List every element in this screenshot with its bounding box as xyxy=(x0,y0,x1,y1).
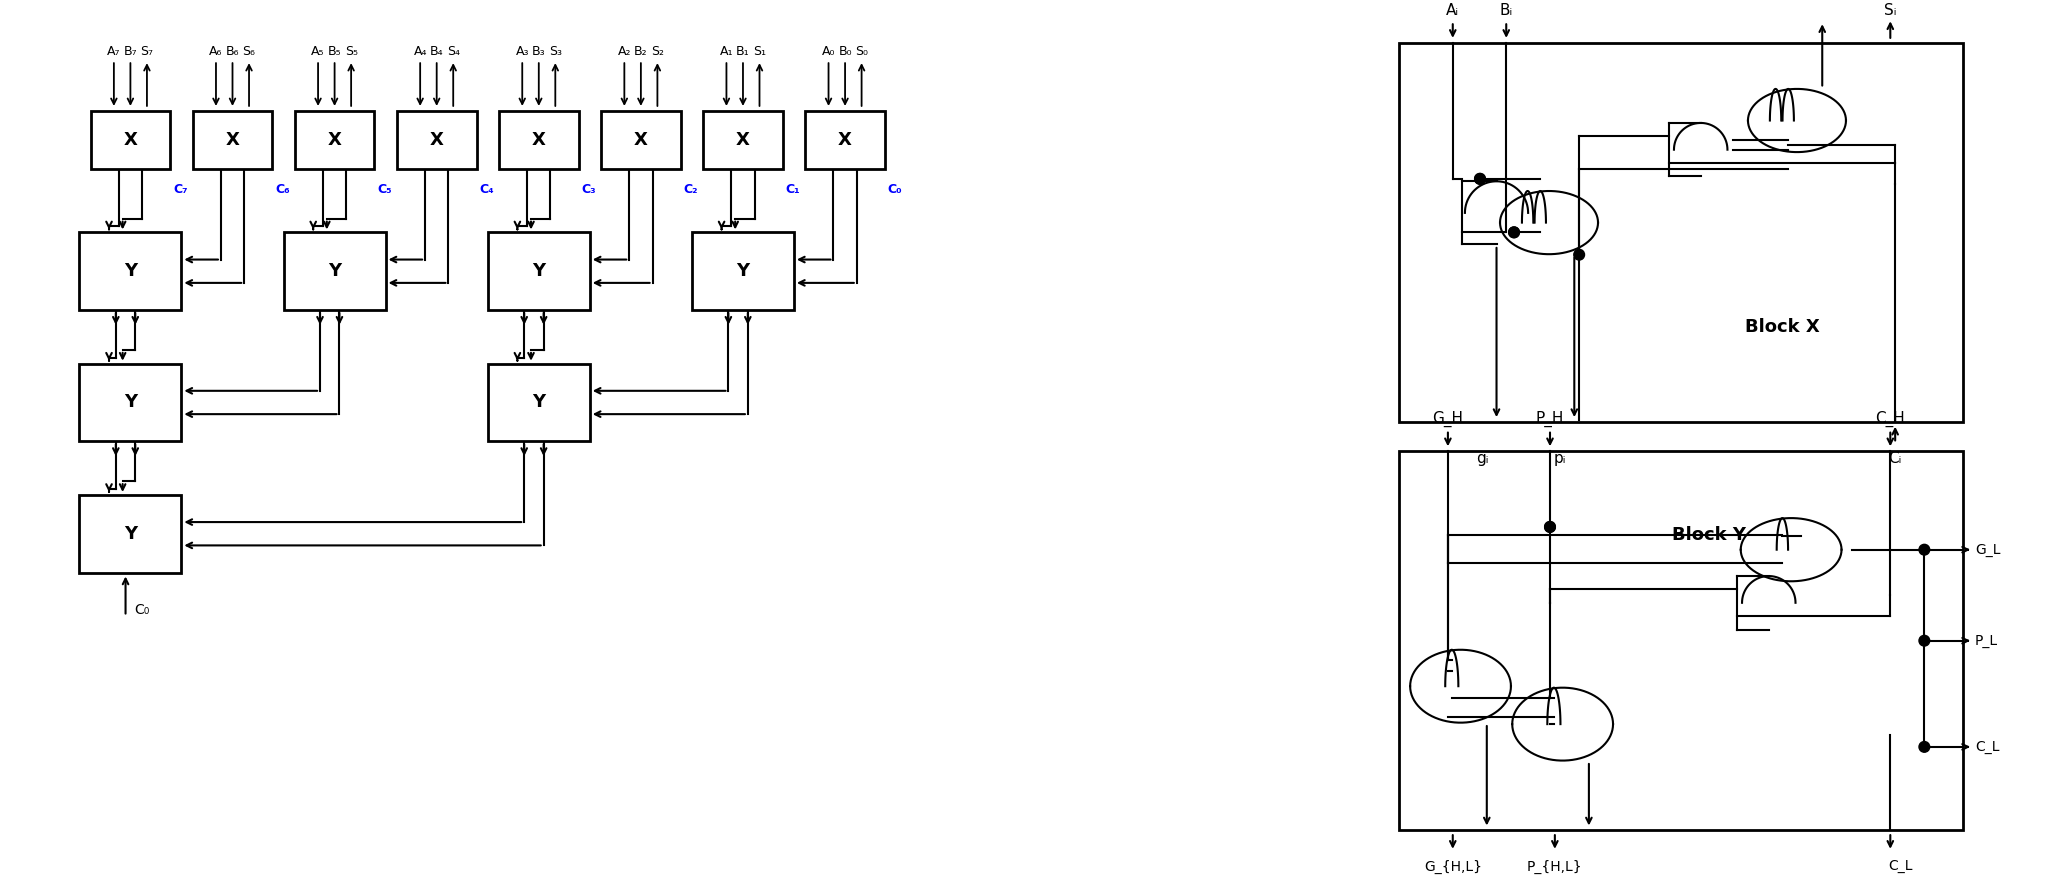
Text: Aᵢ: Aᵢ xyxy=(1447,4,1459,18)
Text: S₆: S₆ xyxy=(243,46,256,59)
Bar xyxy=(1399,43,1964,422)
Text: B₇: B₇ xyxy=(123,46,137,59)
Circle shape xyxy=(1573,249,1584,260)
Text: S₀: S₀ xyxy=(855,46,868,59)
Text: C₀: C₀ xyxy=(888,183,902,196)
Text: Y: Y xyxy=(125,262,137,280)
Text: S₇: S₇ xyxy=(141,46,153,59)
Bar xyxy=(499,111,579,169)
Text: C₇: C₇ xyxy=(174,183,188,196)
Text: A₃: A₃ xyxy=(516,46,530,59)
Text: G_L: G_L xyxy=(1974,542,2001,556)
Bar xyxy=(295,111,374,169)
Text: Cᵢ: Cᵢ xyxy=(1888,452,1903,466)
Text: G_H: G_H xyxy=(1432,410,1463,427)
Text: B₀: B₀ xyxy=(839,46,851,59)
Text: Block X: Block X xyxy=(1745,318,1821,336)
Circle shape xyxy=(1919,544,1929,555)
Circle shape xyxy=(1545,522,1555,532)
Text: S₂: S₂ xyxy=(651,46,663,59)
Bar xyxy=(90,111,170,169)
Circle shape xyxy=(1508,227,1520,238)
Text: Y: Y xyxy=(532,262,546,280)
Text: X: X xyxy=(737,131,751,149)
Text: B₆: B₆ xyxy=(225,46,239,59)
Text: B₃: B₃ xyxy=(532,46,546,59)
Bar xyxy=(397,111,477,169)
Text: Y: Y xyxy=(125,525,137,542)
Text: P_L: P_L xyxy=(1974,634,1999,648)
Bar xyxy=(80,233,182,310)
Text: B₄: B₄ xyxy=(430,46,444,59)
Text: X: X xyxy=(430,131,444,149)
Text: C₆: C₆ xyxy=(276,183,291,196)
Text: X: X xyxy=(327,131,342,149)
Text: A₄: A₄ xyxy=(413,46,428,59)
Text: S₃: S₃ xyxy=(548,46,563,59)
Text: pᵢ: pᵢ xyxy=(1553,452,1565,466)
Text: C₂: C₂ xyxy=(683,183,698,196)
Text: A₆: A₆ xyxy=(209,46,223,59)
Text: gᵢ: gᵢ xyxy=(1475,452,1487,466)
Text: A₇: A₇ xyxy=(106,46,121,59)
Text: S₁: S₁ xyxy=(753,46,765,59)
Bar xyxy=(602,111,681,169)
Text: A₂: A₂ xyxy=(618,46,630,59)
Bar xyxy=(487,233,589,310)
Text: A₁: A₁ xyxy=(720,46,732,59)
Text: C₃: C₃ xyxy=(581,183,595,196)
Text: C_H: C_H xyxy=(1876,410,1905,427)
Text: X: X xyxy=(532,131,546,149)
Bar xyxy=(806,111,886,169)
Bar xyxy=(487,364,589,441)
Bar xyxy=(284,233,385,310)
Circle shape xyxy=(1545,522,1555,532)
Text: S₄: S₄ xyxy=(446,46,460,59)
Text: C₁: C₁ xyxy=(786,183,800,196)
Circle shape xyxy=(1475,173,1485,185)
Text: P_{H,L}: P_{H,L} xyxy=(1526,859,1584,873)
Circle shape xyxy=(1919,741,1929,752)
Text: B₁: B₁ xyxy=(737,46,749,59)
Bar xyxy=(692,233,794,310)
Text: Bᵢ: Bᵢ xyxy=(1500,4,1512,18)
Text: B₂: B₂ xyxy=(634,46,649,59)
Text: C₀: C₀ xyxy=(135,603,149,617)
Text: Y: Y xyxy=(327,262,342,280)
Text: Y: Y xyxy=(532,394,546,411)
Text: S₅: S₅ xyxy=(344,46,358,59)
Text: X: X xyxy=(123,131,137,149)
Text: Y: Y xyxy=(737,262,749,280)
Text: A₀: A₀ xyxy=(822,46,835,59)
Bar xyxy=(1399,452,1964,830)
Text: C₅: C₅ xyxy=(376,183,393,196)
Text: P_H: P_H xyxy=(1537,410,1565,427)
Bar xyxy=(192,111,272,169)
Bar xyxy=(80,364,182,441)
Text: A₅: A₅ xyxy=(311,46,325,59)
Text: C₄: C₄ xyxy=(479,183,493,196)
Text: G_{H,L}: G_{H,L} xyxy=(1424,859,1481,873)
Text: X: X xyxy=(839,131,851,149)
Text: Sᵢ: Sᵢ xyxy=(1884,4,1897,18)
Circle shape xyxy=(1475,173,1485,185)
Circle shape xyxy=(1508,227,1520,238)
Text: Block Y: Block Y xyxy=(1672,526,1747,543)
Text: X: X xyxy=(634,131,649,149)
Text: C_L: C_L xyxy=(1888,859,1913,873)
Circle shape xyxy=(1919,635,1929,646)
Bar xyxy=(704,111,784,169)
Bar xyxy=(80,495,182,572)
Text: B₅: B₅ xyxy=(327,46,342,59)
Text: X: X xyxy=(225,131,239,149)
Text: Y: Y xyxy=(125,394,137,411)
Text: C_L: C_L xyxy=(1974,740,1999,754)
